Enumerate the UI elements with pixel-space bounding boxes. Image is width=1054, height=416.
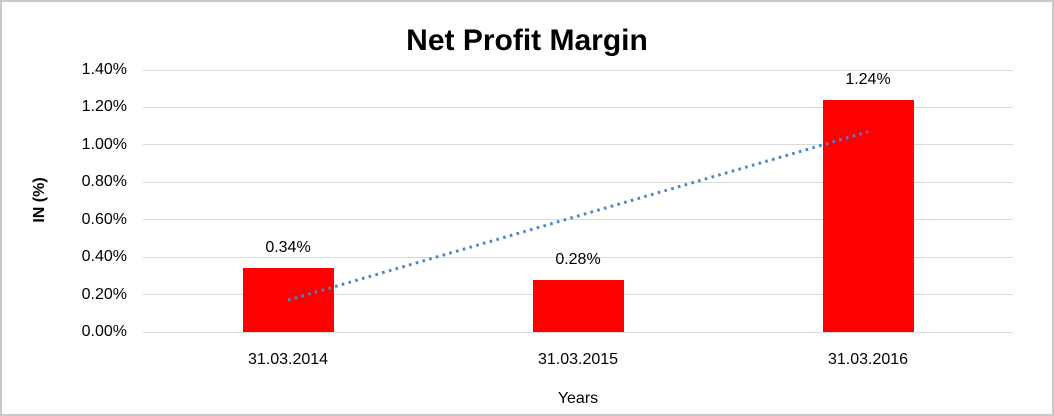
- bar-31.03.2015: [532, 279, 624, 332]
- gridline: [143, 144, 1013, 146]
- gridline: [143, 69, 1013, 71]
- bar-data-label: 0.34%: [265, 239, 311, 257]
- x-tick-label: 31.03.2015: [537, 351, 619, 368]
- bar-data-label: 0.28%: [555, 250, 601, 268]
- x-axis-tick-labels: 31.03.2014 31.03.2015 31.03.2016: [143, 351, 1013, 371]
- plot-area: 0.34% 0.28% 1.24%: [143, 69, 1013, 333]
- y-tick-label: 0.40%: [81, 248, 127, 266]
- trendline-segment: [287, 130, 869, 302]
- y-tick-label: 1.20%: [81, 98, 127, 116]
- y-tick-label: 0.20%: [81, 285, 127, 303]
- gridline: [143, 256, 1013, 258]
- y-tick-label: 1.40%: [81, 61, 127, 78]
- y-axis-tick-labels: 0.00% 0.20% 0.40% 0.60% 0.80% 1.00% 1.20% 1.40%: [2, 62, 127, 340]
- chart-title: Net Profit Margin: [406, 24, 648, 57]
- trendline: [287, 130, 869, 302]
- gridline: [143, 331, 1013, 333]
- x-axis-title: Years: [557, 390, 599, 407]
- y-tick-label: 0.60%: [81, 210, 127, 228]
- y-tick-label: 0.80%: [81, 173, 127, 191]
- gridline: [143, 181, 1013, 183]
- bar-31.03.2016: [822, 99, 914, 332]
- bar-data-label: 1.24%: [845, 70, 891, 88]
- x-tick-label: 31.03.2016: [827, 351, 909, 368]
- y-tick-label: 1.00%: [81, 135, 127, 153]
- gridline: [143, 219, 1013, 221]
- x-tick-label: 31.03.2014: [247, 351, 329, 368]
- gridline: [143, 106, 1013, 108]
- y-tick-label: 0.00%: [81, 323, 127, 340]
